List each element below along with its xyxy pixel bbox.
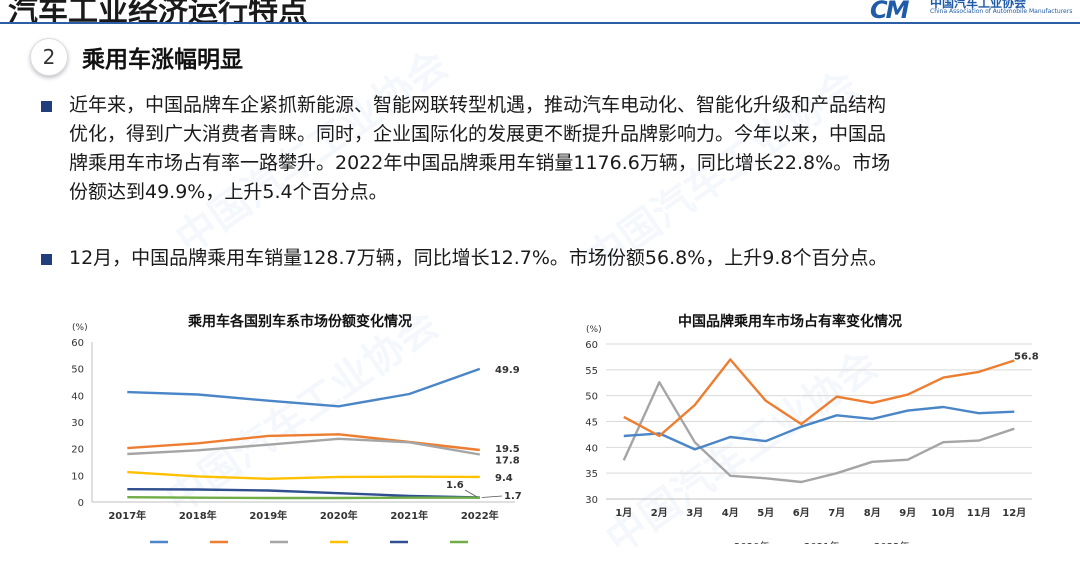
legend-label: 2022年 <box>874 540 909 544</box>
header-divider <box>0 22 1080 24</box>
data-label-leader <box>481 495 503 498</box>
series-line <box>127 470 480 481</box>
y-tick-label: 35 <box>585 469 598 480</box>
y-tick-label: 0 <box>78 498 84 509</box>
legend-label: 2021年 <box>804 540 839 544</box>
series-line <box>127 488 480 499</box>
series-line <box>127 367 481 408</box>
y-tick-label: 30 <box>585 495 598 506</box>
series-line <box>127 496 480 500</box>
x-tick-label: 3月 <box>686 507 703 519</box>
paragraph-2: 12月，中国品牌乘用车销量128.7万辆，同比增长12.7%。市场份额56.8%… <box>69 244 1069 273</box>
x-tick-label: 1月 <box>615 507 632 519</box>
y-axis-unit: (%) <box>72 323 88 333</box>
x-tick-label: 10月 <box>931 507 955 519</box>
x-tick-label: 2018年 <box>179 509 217 522</box>
x-tick-label: 5月 <box>757 507 774 519</box>
legend-label: 2020年 <box>734 540 769 544</box>
logo-name-en: China Association of Automobile Manufact… <box>930 8 1073 15</box>
data-label: 1.7 <box>504 491 522 502</box>
chart-title: 乘用车各国别车系市场份额变化情况 <box>187 313 412 330</box>
x-tick-label: 8月 <box>864 507 881 519</box>
y-tick-label: 50 <box>71 365 84 376</box>
x-tick-label: 6月 <box>793 507 810 519</box>
section-title: 乘用车涨幅明显 <box>82 47 243 73</box>
y-tick-label: 20 <box>71 445 84 456</box>
data-label: 9.4 <box>495 473 513 484</box>
y-tick-label: 55 <box>585 366 598 377</box>
x-tick-label: 2017年 <box>108 509 146 522</box>
x-tick-label: 11月 <box>967 507 991 519</box>
y-tick-label: 30 <box>71 418 84 429</box>
paragraph-1: 近年来，中国品牌车企紧抓新能源、智能网联转型机遇，推动汽车电动化、智能化升级和产… <box>69 91 1069 207</box>
chinese-brand-share-chart: 中国品牌乘用车市场占有率变化情况 (%) 30 35 40 45 50 55 60 1月 2月 3月 4… <box>585 313 1039 544</box>
x-tick-label: 2019年 <box>249 509 287 522</box>
x-tick-label: 2022年 <box>461 509 499 522</box>
section-number-badge: 2 <box>30 38 68 76</box>
top-bar: 汽车工业经济运行特点 CM 中国汽车工业协会 China Association… <box>0 0 1080 29</box>
y-tick-label: 40 <box>585 443 598 454</box>
document-title: 汽车工业经济运行特点 <box>8 0 308 29</box>
y-tick-label: 45 <box>585 418 598 429</box>
series-line <box>623 358 1015 438</box>
paragraph-line: 近年来，中国品牌车企紧抓新能源、智能网联转型机遇，推动汽车电动化、智能化升级和产… <box>69 94 887 116</box>
caam-logo: CM 中国汽车工业协会 China Association of Automob… <box>870 0 1080 24</box>
chart-title: 中国品牌乘用车市场占有率变化情况 <box>678 313 902 330</box>
y-tick-label: 50 <box>585 392 598 403</box>
series-line <box>622 380 1015 484</box>
paragraph-line: 优化，得到广大消费者青睐。同时，企业国际化的发展更不断提升品牌影响力。今年以来，… <box>69 123 887 145</box>
market-share-by-origin-chart: 乘用车各国别车系市场份额变化情况 (%) 0 10 20 30 40 50 60 2017年 201… <box>71 313 522 544</box>
data-label-leader <box>464 489 477 498</box>
paragraph-line: 12月，中国品牌乘用车销量128.7万辆，同比增长12.7%。市场份额56.8%… <box>69 247 888 269</box>
series-line <box>623 405 1015 451</box>
logo-name-cn: 中国汽车工业协会 <box>930 0 1027 10</box>
x-tick-label: 2020年 <box>320 509 358 522</box>
x-tick-label: 9月 <box>899 507 916 519</box>
data-label: 56.8 <box>1014 352 1039 363</box>
x-tick-label: 12月 <box>1002 507 1026 519</box>
y-tick-label: 60 <box>585 340 598 351</box>
paragraph-line: 牌乘用车市场占有率一路攀升。2022年中国品牌乘用车销量1176.6万辆，同比增… <box>69 152 891 174</box>
caam-logo-icon: CM <box>870 0 909 24</box>
x-tick-label: 4月 <box>722 507 739 519</box>
data-label: 1.6 <box>446 480 464 491</box>
y-tick-label: 60 <box>71 338 84 349</box>
series-line <box>127 437 481 456</box>
paragraph-line: 份额达到49.9%，上升5.4个百分点。 <box>69 181 388 203</box>
x-tick-label: 2021年 <box>390 509 428 522</box>
y-axis-unit: (%) <box>586 325 602 335</box>
x-tick-label: 2月 <box>651 507 668 519</box>
y-tick-label: 40 <box>71 391 84 402</box>
y-tick-label: 10 <box>71 471 84 482</box>
data-label: 17.8 <box>495 456 520 467</box>
data-label: 19.5 <box>495 444 520 455</box>
bullet-marker <box>41 101 52 112</box>
data-label: 49.9 <box>495 365 520 376</box>
x-tick-label: 7月 <box>828 507 845 519</box>
bullet-marker <box>41 254 52 265</box>
